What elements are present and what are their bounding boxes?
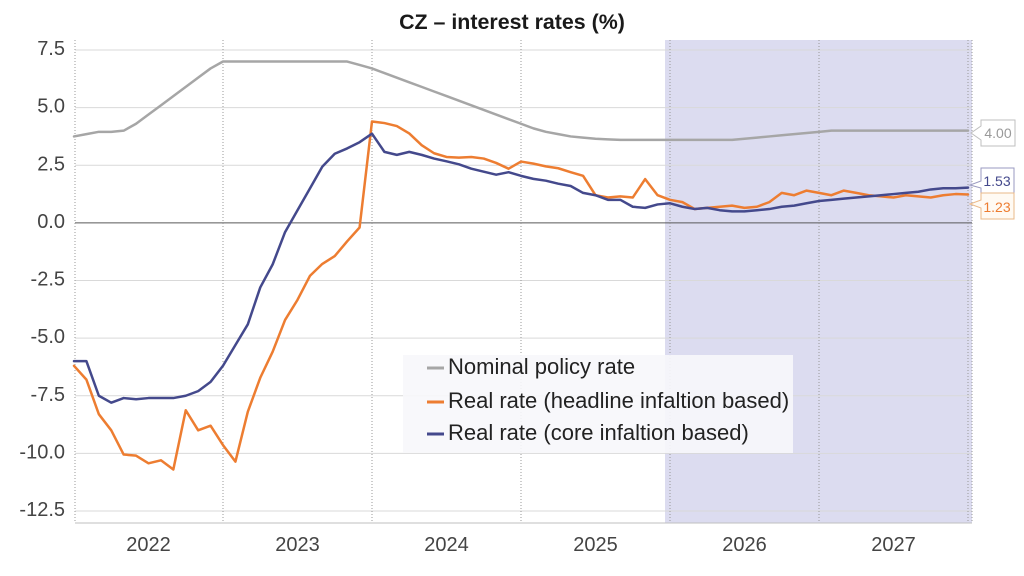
- svg-text:1.53: 1.53: [983, 173, 1010, 189]
- svg-text:Nominal policy rate: Nominal policy rate: [448, 354, 635, 379]
- svg-text:2023: 2023: [275, 534, 320, 556]
- svg-text:2024: 2024: [424, 534, 469, 556]
- svg-text:5.0: 5.0: [37, 96, 65, 118]
- svg-text:2022: 2022: [126, 534, 171, 556]
- svg-text:1.23: 1.23: [983, 199, 1010, 215]
- svg-text:7.5: 7.5: [37, 38, 65, 60]
- svg-text:2025: 2025: [573, 534, 618, 556]
- svg-text:2026: 2026: [722, 534, 767, 556]
- svg-text:-5.0: -5.0: [31, 326, 65, 348]
- svg-text:4.00: 4.00: [984, 125, 1011, 141]
- svg-text:2027: 2027: [871, 534, 916, 556]
- svg-text:Real rate (headline infaltion: Real rate (headline infaltion based): [448, 388, 789, 413]
- svg-text:2.5: 2.5: [37, 153, 65, 175]
- svg-text:-12.5: -12.5: [19, 499, 65, 521]
- svg-text:-10.0: -10.0: [19, 441, 65, 463]
- svg-text:Real rate (core infaltion base: Real rate (core infaltion based): [448, 420, 749, 445]
- svg-text:-2.5: -2.5: [31, 269, 65, 291]
- svg-text:0.0: 0.0: [37, 211, 65, 233]
- svg-text:-7.5: -7.5: [31, 384, 65, 406]
